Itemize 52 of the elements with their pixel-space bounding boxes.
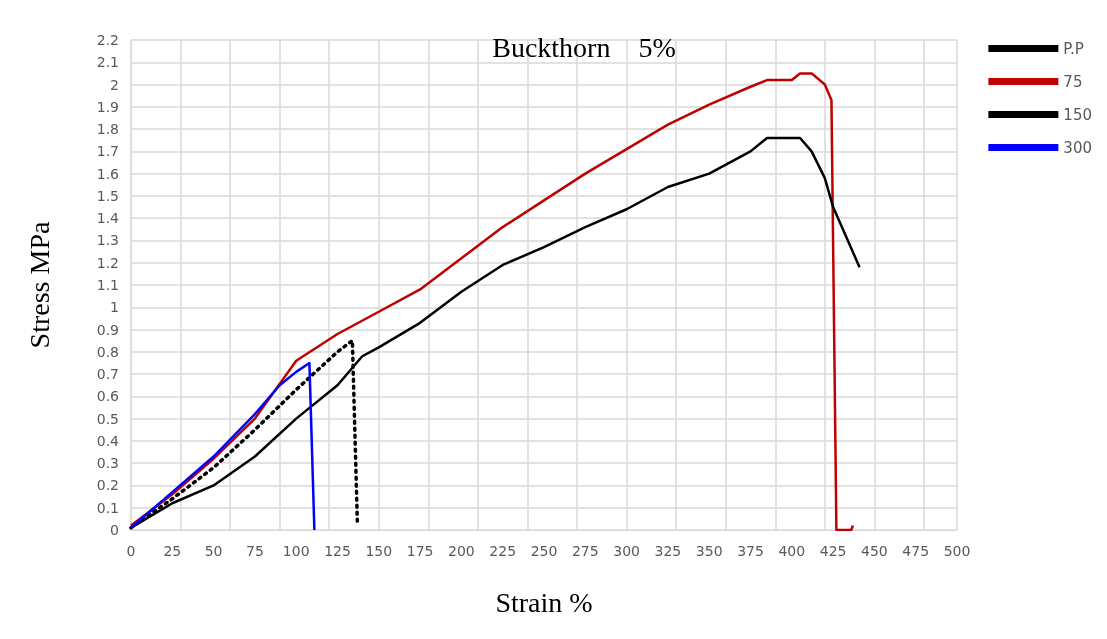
legend-label: P.P (1063, 39, 1084, 58)
x-tick-label: 275 (571, 543, 599, 559)
x-tick-label: 150 (365, 543, 393, 559)
x-tick-label: 425 (819, 543, 847, 559)
x-tick-label: 325 (654, 543, 682, 559)
x-tick-label: 350 (695, 543, 723, 559)
x-tick-label: 375 (737, 543, 764, 559)
chart-title: Buckthorn 5% (492, 31, 676, 63)
x-tick-label: 250 (530, 543, 558, 559)
x-tick-label: 450 (861, 543, 888, 559)
line-series (129, 361, 316, 532)
y-tick-label: 1 (110, 299, 119, 316)
y-tick-label: 1.8 (96, 121, 119, 138)
x-tick-label: 475 (902, 543, 930, 559)
x-tick-label: 25 (163, 543, 182, 559)
x-tick-label: 225 (489, 543, 517, 559)
y-tick-label: 2.1 (96, 54, 119, 71)
x-tick-label: 200 (448, 543, 475, 559)
y-tick-label: 1.1 (96, 277, 119, 293)
y-tick-label: 0 (110, 522, 119, 538)
x-tick-label: 75 (245, 543, 264, 559)
x-tick-label: 175 (406, 543, 434, 559)
y-tick-label: 0.5 (96, 410, 119, 427)
x-axis-title: Strain % (495, 586, 593, 618)
y-tick-label: 0.4 (96, 432, 120, 449)
y-tick-label: 2 (110, 76, 119, 93)
y-tick-label: 1.5 (96, 187, 119, 204)
y-tick-label: 0.1 (96, 499, 119, 516)
y-tick-label: 1.3 (96, 232, 119, 249)
x-tick-label: 50 (204, 543, 223, 559)
y-tick-label: 0.3 (96, 455, 119, 472)
x-tick-label: 500 (943, 543, 971, 559)
x-tick-label: 0 (126, 543, 136, 559)
y-tick-label: 1.6 (96, 165, 120, 182)
y-tick-label: 0.2 (96, 477, 119, 494)
x-tick-label: 100 (282, 543, 310, 559)
y-tick-label: 0.6 (96, 388, 120, 405)
y-tick-label: 0.8 (96, 343, 119, 360)
y-tick-label: 2.2 (96, 32, 119, 48)
y-tick-label: 1.2 (96, 254, 119, 271)
y-tick-label: 1.7 (96, 143, 119, 160)
y-tick-label: 1.9 (96, 98, 119, 115)
legend-label: 150 (1063, 105, 1093, 124)
legend-label: 75 (1063, 72, 1083, 91)
x-tick-label: 400 (778, 543, 806, 559)
y-axis-title: Stress MPa (23, 221, 55, 349)
y-tick-label: 0.7 (96, 366, 119, 383)
y-tick-label: 1.4 (96, 210, 120, 227)
legend-label: 300 (1063, 138, 1093, 157)
y-tick-label: 0.9 (96, 321, 119, 338)
x-tick-label: 125 (324, 543, 351, 559)
x-tick-label: 300 (613, 543, 640, 559)
